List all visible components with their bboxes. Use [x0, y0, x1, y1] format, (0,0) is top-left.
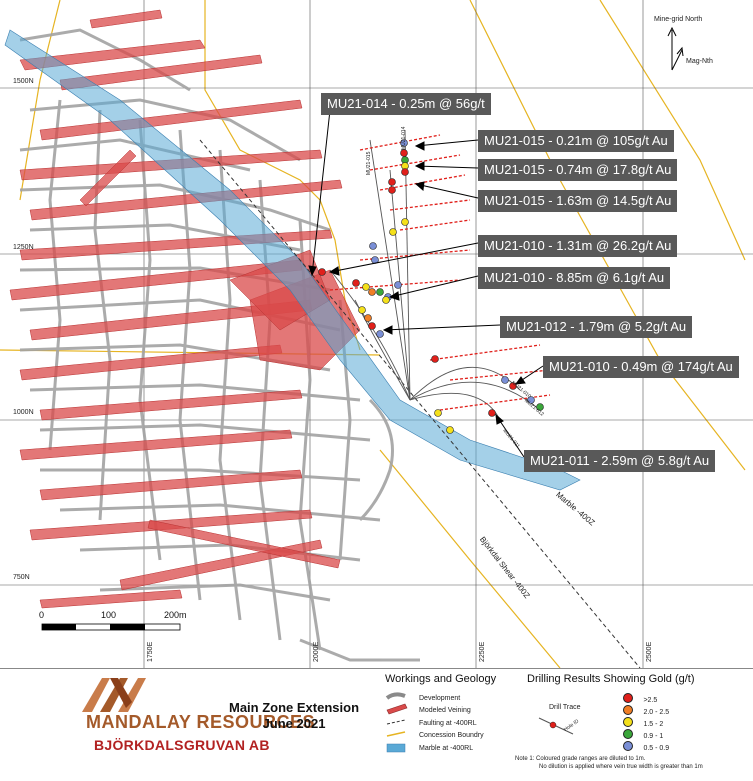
- scale-label-0: 0: [39, 610, 45, 620]
- legend-faulting: Faulting at -400RL: [419, 720, 477, 727]
- callout-arrows: [308, 109, 544, 458]
- grade-points: [318, 139, 544, 434]
- workings-legend-swatches: [385, 692, 408, 753]
- grade-legend-item: 1.5 - 2: [623, 713, 663, 731]
- callout-mu21-015-c: MU21-015 - 1.63m @ 14.5g/t Au: [478, 190, 678, 212]
- grid-label-2000e: 2000E: [313, 641, 320, 662]
- scale-bar: [41, 623, 181, 631]
- callout-mu21-010-c: MU21-010 - 0.49m @ 174g/t Au: [543, 356, 739, 378]
- workings-legend-title: Workings and Geology: [385, 673, 497, 685]
- company-subname: BJÖRKDALSGRUVAN AB: [94, 737, 270, 753]
- map-title: Main Zone Extension June 2021: [229, 700, 359, 732]
- north-arrow-icon: [667, 26, 684, 71]
- hole-label-mu21-014: MU21-014: [401, 126, 407, 150]
- mag-north-label: Mag-Nth: [686, 58, 713, 65]
- map-title-line1: Main Zone Extension: [229, 700, 360, 715]
- grade-label: 0.9 - 1: [643, 733, 664, 740]
- grid-label-1500n: 1500N: [13, 78, 34, 85]
- grid-label-750n: 750N: [13, 574, 30, 581]
- callout-mu21-010-a: MU21-010 - 1.31m @ 26.2g/t Au: [478, 235, 678, 257]
- marble-band: [4, 29, 581, 491]
- mandalay-logo-icon: [82, 678, 146, 712]
- legend-development: Development: [419, 695, 461, 702]
- drill-trace-icon: [538, 717, 574, 735]
- legend-drill-trace: Drill Trace: [549, 704, 581, 711]
- scale-label-200m: 200m: [164, 610, 187, 620]
- legend-note-line2: No dilution is applied where vein true w…: [539, 764, 703, 770]
- grade-legend-item: 0.5 - 0.9: [623, 737, 669, 755]
- drilling-legend-title: Drilling Results Showing Gold (g/t): [527, 673, 695, 685]
- legend-note: Note 1: Coloured grade ranges are dilute…: [515, 755, 703, 771]
- scale-label-100: 100: [101, 610, 117, 620]
- grade-label: 2.0 - 2.5: [643, 709, 670, 716]
- callout-mu21-014: MU21-014 - 0.25m @ 56g/t: [321, 93, 491, 115]
- grade-legend-item: 2.0 - 2.5: [623, 701, 669, 719]
- grid-label-1750e: 1750E: [147, 641, 154, 662]
- grid-label-1000n: 1000N: [13, 409, 34, 416]
- callout-mu21-010-b: MU21-010 - 8.85m @ 6.1g/t Au: [478, 267, 671, 289]
- callout-mu21-015-b: MU21-015 - 0.74m @ 17.8g/t Au: [478, 159, 678, 181]
- legend-note-line1: Note 1: Coloured grade ranges are dilute…: [515, 756, 646, 762]
- grid-label-1250n: 1250N: [13, 244, 34, 251]
- grid-label-2500e: 2500E: [646, 641, 653, 662]
- grid-label-2250e: 2250E: [479, 641, 486, 662]
- grade-swatch-icon: [623, 740, 633, 751]
- callout-mu21-011: MU21-011 - 2.59m @ 5.8g/t Au: [524, 450, 716, 472]
- legend-modeled-veining: Modeled Veining: [419, 707, 471, 714]
- grade-legend-item: >2.5: [623, 689, 657, 707]
- callout-mu21-015-a: MU21-015 - 0.21m @ 105g/t Au: [478, 130, 674, 152]
- grade-legend-item: 0.9 - 1: [623, 725, 663, 743]
- legend-concession: Concession Boundry: [419, 732, 484, 739]
- map-title-line2: June 2021: [262, 716, 326, 731]
- grade-label: 1.5 - 2: [643, 721, 664, 728]
- grade-label: >2.5: [643, 697, 658, 704]
- hole-label-mu21-015: MU21-015: [366, 151, 372, 175]
- grade-label: 0.5 - 0.9: [643, 745, 670, 752]
- legend-marble: Marble at -400RL: [419, 745, 474, 752]
- callout-mu21-012: MU21-012 - 1.79m @ 5.2g/t Au: [500, 316, 693, 338]
- bjorkdal-shear-line: [199, 139, 641, 668]
- company-name: MANDALAY RESOURCES: [86, 712, 316, 732]
- mine-grid-north-label: Mine-grid North: [654, 16, 703, 23]
